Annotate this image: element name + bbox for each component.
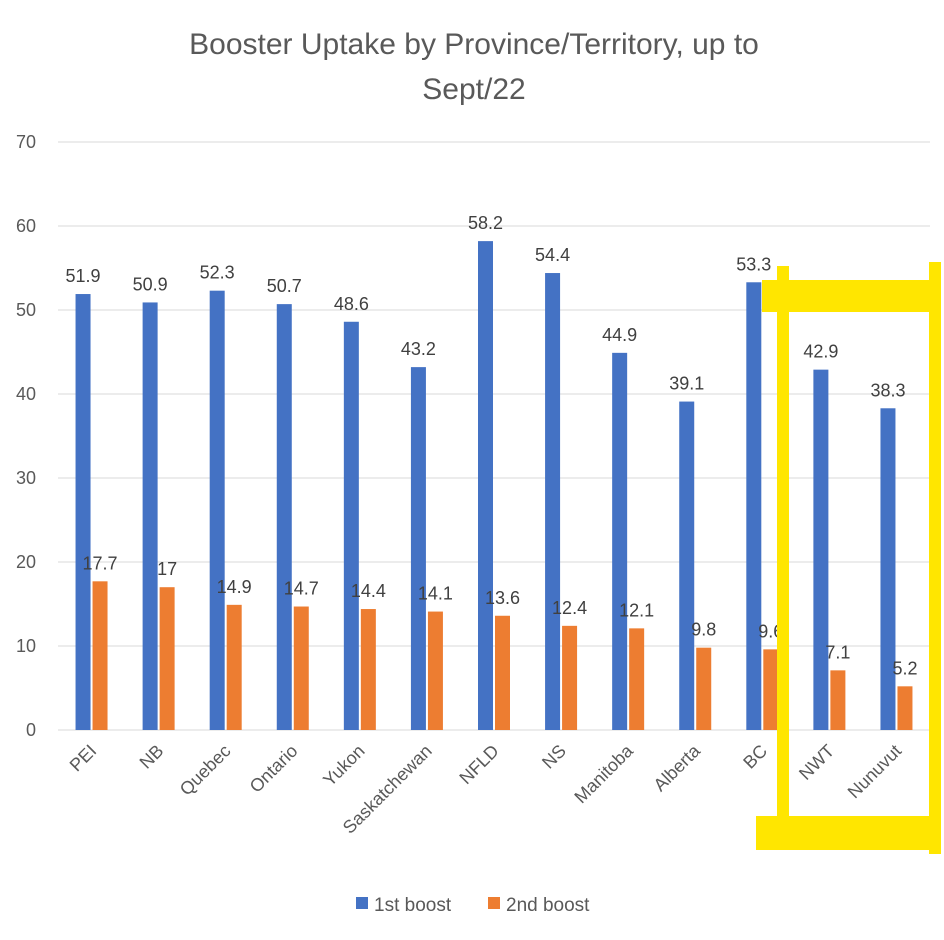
bar-1st-boost-alberta [679,401,695,730]
data-label-2nd-boost-alberta: 9.8 [691,620,716,640]
bar-2nd-boost-nfld [495,615,510,730]
legend-swatch-2nd-boost [488,897,500,909]
bar-2nd-boost-ns [562,625,578,730]
data-label-1st-boost-bc: 53.3 [736,254,771,274]
data-label-2nd-boost-manitoba: 12.1 [619,600,654,620]
data-label-1st-boost-ns: 54.4 [535,245,570,265]
x-tick-label-nfld: NFLD [455,741,502,788]
bar-2nd-boost-pei [92,581,108,730]
x-tick-label-ontario: Ontario [246,741,302,797]
bar-1st-boost-ns [545,273,561,730]
data-label-1st-boost-nfld: 58.2 [468,213,503,233]
data-label-1st-boost-nunuvut: 38.3 [870,380,905,400]
legend-swatch-1st-boost [356,897,368,909]
bar-1st-boost-saskatchewan [410,367,426,730]
bar-2nd-boost-saskatchewan [427,611,443,730]
bar-2nd-boost-alberta [696,647,712,730]
x-tick-label-pei: PEI [66,741,101,776]
bars [75,241,913,730]
y-tick-label: 70 [16,132,36,152]
data-label-1st-boost-nb: 50.9 [133,274,168,294]
data-label-2nd-boost-nunuvut: 5.2 [892,658,917,678]
data-label-2nd-boost-pei: 17.7 [83,553,118,573]
x-tick-label-yukon: Yukon [319,741,369,791]
data-label-2nd-boost-saskatchewan: 14.1 [418,584,453,604]
data-label-1st-boost-yukon: 48.6 [334,294,369,314]
y-tick-label: 0 [26,720,36,740]
x-tick-label-alberta: Alberta [650,740,705,795]
bar-2nd-boost-quebec [226,604,242,730]
bar-2nd-boost-yukon [360,609,376,730]
y-axis-ticks: 0 10 20 30 40 50 60 70 [16,132,36,740]
x-tick-label-quebec: Quebec [176,741,235,800]
bar-1st-boost-yukon [343,321,359,730]
bar-2nd-boost-manitoba [629,628,645,730]
bar-1st-boost-nunuvut [880,408,896,730]
data-label-1st-boost-nwt: 42.9 [803,342,838,362]
y-tick-label: 40 [16,384,36,404]
bar-1st-boost-ontario [276,304,292,730]
gridlines [58,141,930,731]
x-tick-label-nb: NB [136,741,168,773]
highlight-box [756,262,941,854]
y-tick-label: 10 [16,636,36,656]
chart-title-line-1: Booster Uptake by Province/Territory, up… [189,28,759,61]
bar-1st-boost-pei [75,294,91,730]
x-tick-label-nunuvut: Nunuvut [844,741,906,803]
data-label-2nd-boost-nb: 17 [157,559,177,579]
data-label-2nd-boost-ns: 12.4 [552,598,587,618]
bar-1st-boost-quebec [209,290,225,730]
bar-2nd-boost-nunuvut [897,686,913,730]
data-label-2nd-boost-quebec: 14.9 [217,577,252,597]
legend: 1st boost 2nd boost [356,895,590,916]
x-tick-label-bc: BC [739,741,771,773]
y-tick-label: 20 [16,552,36,572]
bar-2nd-boost-ontario [293,606,309,730]
highlight-bottom-edge [756,816,940,850]
data-label-1st-boost-pei: 51.9 [66,266,101,286]
data-label-2nd-boost-nwt: 7.1 [825,642,850,662]
bar-1st-boost-nb [142,302,158,730]
legend-label-1st-boost: 1st boost [374,895,452,916]
legend-label-2nd-boost: 2nd boost [506,895,590,916]
y-tick-label: 60 [16,216,36,236]
data-label-1st-boost-ontario: 50.7 [267,276,302,296]
bar-2nd-boost-nwt [830,670,846,730]
data-label-1st-boost-alberta: 39.1 [669,374,704,394]
chart-title-line-2: Sept/22 [422,73,525,106]
bar-1st-boost-nwt [813,369,829,730]
bar-2nd-boost-nb [159,587,175,730]
bar-1st-boost-nfld [478,241,493,730]
x-tick-label-ns: NS [538,741,570,773]
bar-2nd-boost-bc [763,649,779,730]
data-label-1st-boost-manitoba: 44.9 [602,325,637,345]
data-labels: 51.9 17.7 50.9 17 52.3 14.9 50.7 14.7 48.6 14.4 43… [66,213,918,678]
y-tick-label: 30 [16,468,36,488]
bar-1st-boost-bc [746,282,762,730]
data-label-1st-boost-saskatchewan: 43.2 [401,339,436,359]
data-label-1st-boost-quebec: 52.3 [200,263,235,283]
highlight-top-edge [762,280,940,312]
data-label-2nd-boost-yukon: 14.4 [351,581,386,601]
bar-1st-boost-manitoba [612,352,628,730]
y-tick-label: 50 [16,300,36,320]
x-tick-label-manitoba: Manitoba [570,740,637,807]
data-label-2nd-boost-ontario: 14.7 [284,579,319,599]
data-label-2nd-boost-nfld: 13.6 [485,588,520,608]
x-tick-label-nwt: NWT [795,741,838,784]
